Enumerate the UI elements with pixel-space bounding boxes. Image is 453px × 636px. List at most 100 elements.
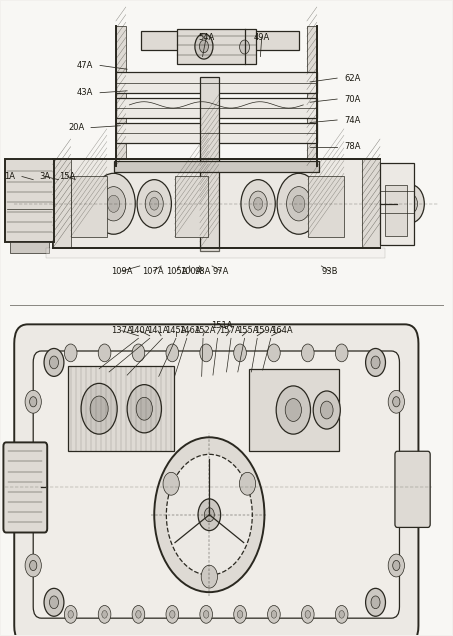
Circle shape — [234, 344, 246, 362]
Text: 78A: 78A — [344, 142, 361, 151]
Circle shape — [393, 560, 400, 570]
Circle shape — [132, 605, 145, 623]
Text: 146A: 146A — [178, 326, 200, 335]
Bar — [116, 26, 126, 166]
Text: 140A: 140A — [129, 326, 150, 335]
Text: 152A: 152A — [194, 326, 216, 335]
Circle shape — [271, 611, 277, 618]
Circle shape — [371, 356, 380, 369]
Circle shape — [81, 384, 117, 434]
Circle shape — [198, 499, 221, 530]
Circle shape — [397, 184, 424, 223]
Circle shape — [92, 173, 135, 234]
Circle shape — [166, 344, 178, 362]
Circle shape — [127, 385, 161, 433]
Bar — [362, 160, 380, 248]
Circle shape — [201, 565, 217, 588]
Circle shape — [237, 611, 243, 618]
FancyBboxPatch shape — [33, 351, 400, 618]
Circle shape — [102, 611, 107, 618]
Circle shape — [169, 611, 175, 618]
Circle shape — [276, 386, 310, 434]
Bar — [116, 123, 317, 144]
Circle shape — [107, 195, 120, 212]
FancyBboxPatch shape — [395, 452, 430, 527]
Circle shape — [268, 605, 280, 623]
Text: 159A: 159A — [254, 326, 275, 335]
Circle shape — [241, 179, 275, 228]
Text: 62A: 62A — [344, 74, 360, 83]
Circle shape — [136, 611, 141, 618]
Circle shape — [98, 344, 111, 362]
Text: 155A: 155A — [237, 326, 259, 335]
Circle shape — [313, 391, 340, 429]
Bar — [116, 98, 317, 118]
Circle shape — [301, 605, 314, 623]
FancyBboxPatch shape — [177, 29, 256, 64]
Circle shape — [154, 438, 265, 592]
Circle shape — [301, 344, 314, 362]
FancyBboxPatch shape — [14, 324, 419, 636]
Circle shape — [25, 554, 41, 577]
Circle shape — [200, 605, 212, 623]
Bar — [307, 26, 317, 166]
Text: 93B: 93B — [321, 266, 338, 275]
Text: 54A: 54A — [198, 33, 214, 42]
Text: 3A: 3A — [39, 172, 51, 181]
Bar — [71, 176, 107, 237]
Text: 70A: 70A — [344, 95, 360, 104]
Circle shape — [64, 344, 77, 362]
Circle shape — [203, 611, 209, 618]
Text: 157A: 157A — [219, 326, 241, 335]
Circle shape — [249, 191, 267, 216]
Circle shape — [366, 349, 386, 377]
Circle shape — [277, 173, 320, 234]
Circle shape — [166, 605, 178, 623]
Bar — [116, 73, 317, 93]
Circle shape — [90, 396, 108, 422]
Text: 151A: 151A — [211, 321, 233, 330]
Bar — [46, 248, 385, 258]
Circle shape — [200, 344, 212, 362]
Circle shape — [101, 186, 126, 221]
Circle shape — [268, 344, 280, 362]
Circle shape — [393, 397, 400, 407]
Bar — [385, 184, 407, 235]
Circle shape — [254, 197, 263, 210]
Circle shape — [305, 611, 310, 618]
Circle shape — [240, 40, 250, 54]
Circle shape — [44, 349, 64, 377]
Circle shape — [293, 195, 305, 212]
FancyBboxPatch shape — [4, 443, 47, 532]
Circle shape — [388, 554, 405, 577]
Text: 100A: 100A — [180, 266, 201, 275]
Circle shape — [204, 508, 214, 522]
Circle shape — [136, 398, 153, 420]
Text: 1A: 1A — [4, 172, 15, 181]
Circle shape — [163, 473, 179, 495]
Circle shape — [49, 356, 58, 369]
Text: 105A: 105A — [166, 266, 188, 275]
Text: 15A: 15A — [59, 172, 76, 181]
Circle shape — [25, 391, 41, 413]
Bar — [53, 160, 380, 248]
Text: 137A: 137A — [111, 326, 133, 335]
Circle shape — [366, 588, 386, 616]
Text: 20A: 20A — [68, 123, 84, 132]
Circle shape — [287, 186, 311, 221]
Bar — [249, 369, 339, 452]
Text: 47A: 47A — [77, 61, 93, 70]
Circle shape — [195, 34, 213, 59]
Text: 74A: 74A — [344, 116, 360, 125]
Text: 141A: 141A — [147, 326, 169, 335]
Circle shape — [64, 605, 77, 623]
Circle shape — [98, 605, 111, 623]
Circle shape — [29, 397, 37, 407]
Text: 107A: 107A — [143, 266, 164, 275]
Bar — [114, 161, 319, 172]
Circle shape — [150, 197, 159, 210]
Bar — [10, 242, 49, 253]
Circle shape — [44, 588, 64, 616]
Bar — [67, 366, 173, 452]
Text: 145A: 145A — [165, 326, 187, 335]
